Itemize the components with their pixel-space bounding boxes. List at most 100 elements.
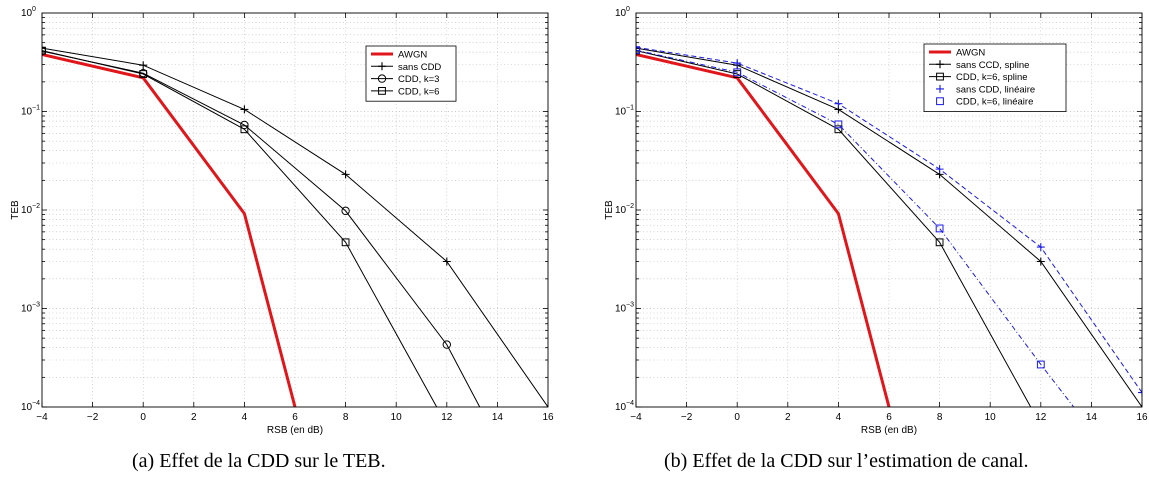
legend-label: sans CDD, linéaire <box>956 84 1035 95</box>
legend-entry: CDD, k=3 <box>371 74 439 85</box>
caption-b: (b) Effet de la CDD sur l’estimation de … <box>664 450 1029 472</box>
series-line <box>42 50 438 407</box>
legend-entry: sans CCD, spline <box>929 60 1029 71</box>
y-tick-exponent: −4 <box>32 400 40 407</box>
x-tick-label: 10 <box>391 412 403 423</box>
x-axis-label: RSB (en dB) <box>861 425 917 436</box>
series-line <box>636 47 1142 407</box>
legend-label: CDD, k=6, linéaire <box>956 97 1033 108</box>
series-2 <box>42 46 481 407</box>
data-point <box>139 70 148 78</box>
x-tick-label: −4 <box>630 412 642 423</box>
legend-marker <box>378 62 386 71</box>
y-axis-label: TEB <box>10 200 21 220</box>
y-tick-exponent: 0 <box>626 6 630 13</box>
legend-entry: CDD, k=6, spline <box>929 72 1028 83</box>
y-tick-label: 10 <box>21 8 33 19</box>
series-3 <box>42 46 438 407</box>
data-point <box>1036 257 1045 266</box>
y-tick-label: 10 <box>615 304 627 315</box>
data-point <box>1036 360 1045 369</box>
legend-label: CDD, k=6, spline <box>956 72 1028 83</box>
series-line <box>636 46 1142 393</box>
y-tick-exponent: −2 <box>32 203 40 210</box>
legend-entry: CDD, k=6, linéaire <box>936 97 1033 108</box>
legend-marker <box>936 84 944 93</box>
data-point <box>1036 243 1045 252</box>
grid <box>41 12 549 408</box>
series-line <box>636 52 891 407</box>
series-line <box>636 49 1075 407</box>
legend-marker <box>936 97 944 106</box>
x-tick-label: 8 <box>343 412 349 423</box>
legend-marker <box>377 74 387 83</box>
y-tick-label: 10 <box>615 8 627 19</box>
data-point <box>834 125 843 134</box>
x-tick-label: −2 <box>681 412 693 423</box>
data-point <box>935 224 944 233</box>
y-tick-exponent: 0 <box>32 6 36 13</box>
x-tick-label: −2 <box>87 412 99 423</box>
data-point <box>341 238 350 247</box>
legend-marker <box>378 87 386 95</box>
data-point <box>636 46 640 55</box>
data-point <box>240 125 249 134</box>
legend-entry: AWGN <box>371 50 427 61</box>
data-point <box>442 257 451 266</box>
x-tick-label: −4 <box>36 412 48 423</box>
caption-a: (a) Effet de la CDD sur le TEB. <box>132 450 386 472</box>
y-tick-label: 10 <box>615 402 627 413</box>
x-tick-label: 2 <box>785 412 791 423</box>
data-point <box>240 105 249 114</box>
y-axis-label: TEB <box>604 200 615 220</box>
legend-marker <box>936 72 944 81</box>
x-tick-label: 8 <box>937 412 943 423</box>
legend-label: sans CDD <box>398 62 441 73</box>
y-tick-label: 10 <box>615 205 627 216</box>
legend-label: AWGN <box>956 48 985 59</box>
plot-frame <box>41 12 549 408</box>
series-line <box>42 52 297 407</box>
y-tick-label: 10 <box>615 107 627 118</box>
series-0 <box>636 52 891 407</box>
y-tick-label: 10 <box>21 304 33 315</box>
data-point <box>834 120 843 129</box>
y-tick-exponent: −1 <box>32 105 40 112</box>
data-point <box>341 170 350 179</box>
ticks <box>635 13 1143 408</box>
data-point <box>341 206 350 216</box>
data-point <box>139 61 148 70</box>
x-axis-label: RSB (en dB) <box>267 425 323 436</box>
x-tick-label: 0 <box>140 412 146 423</box>
x-tick-label: 16 <box>1136 412 1148 423</box>
data-point <box>733 68 742 77</box>
legend-marker <box>936 60 944 69</box>
y-tick-label: 10 <box>21 402 33 413</box>
y-tick-exponent: −1 <box>626 105 634 112</box>
x-tick-label: 14 <box>492 412 504 423</box>
ticks <box>41 13 549 408</box>
legend-label: sans CCD, spline <box>956 60 1029 71</box>
data-point <box>240 120 249 130</box>
y-tick-exponent: −3 <box>32 302 40 309</box>
data-point <box>733 59 742 68</box>
plot-frame <box>635 12 1143 408</box>
data-point <box>935 165 944 174</box>
x-tick-label: 2 <box>191 412 197 423</box>
data-point <box>834 99 843 108</box>
x-tick-label: 14 <box>1086 412 1098 423</box>
legend-box <box>923 43 1067 112</box>
legend-entry: CDD, k=6 <box>371 86 439 97</box>
x-tick-label: 0 <box>734 412 740 423</box>
x-tick-label: 12 <box>441 412 453 423</box>
x-tick-label: 12 <box>1035 412 1047 423</box>
data-point <box>935 238 944 247</box>
x-tick-label: 6 <box>886 412 892 423</box>
y-tick-exponent: −3 <box>626 302 634 309</box>
x-tick-label: 6 <box>292 412 298 423</box>
x-tick-label: 4 <box>242 412 248 423</box>
